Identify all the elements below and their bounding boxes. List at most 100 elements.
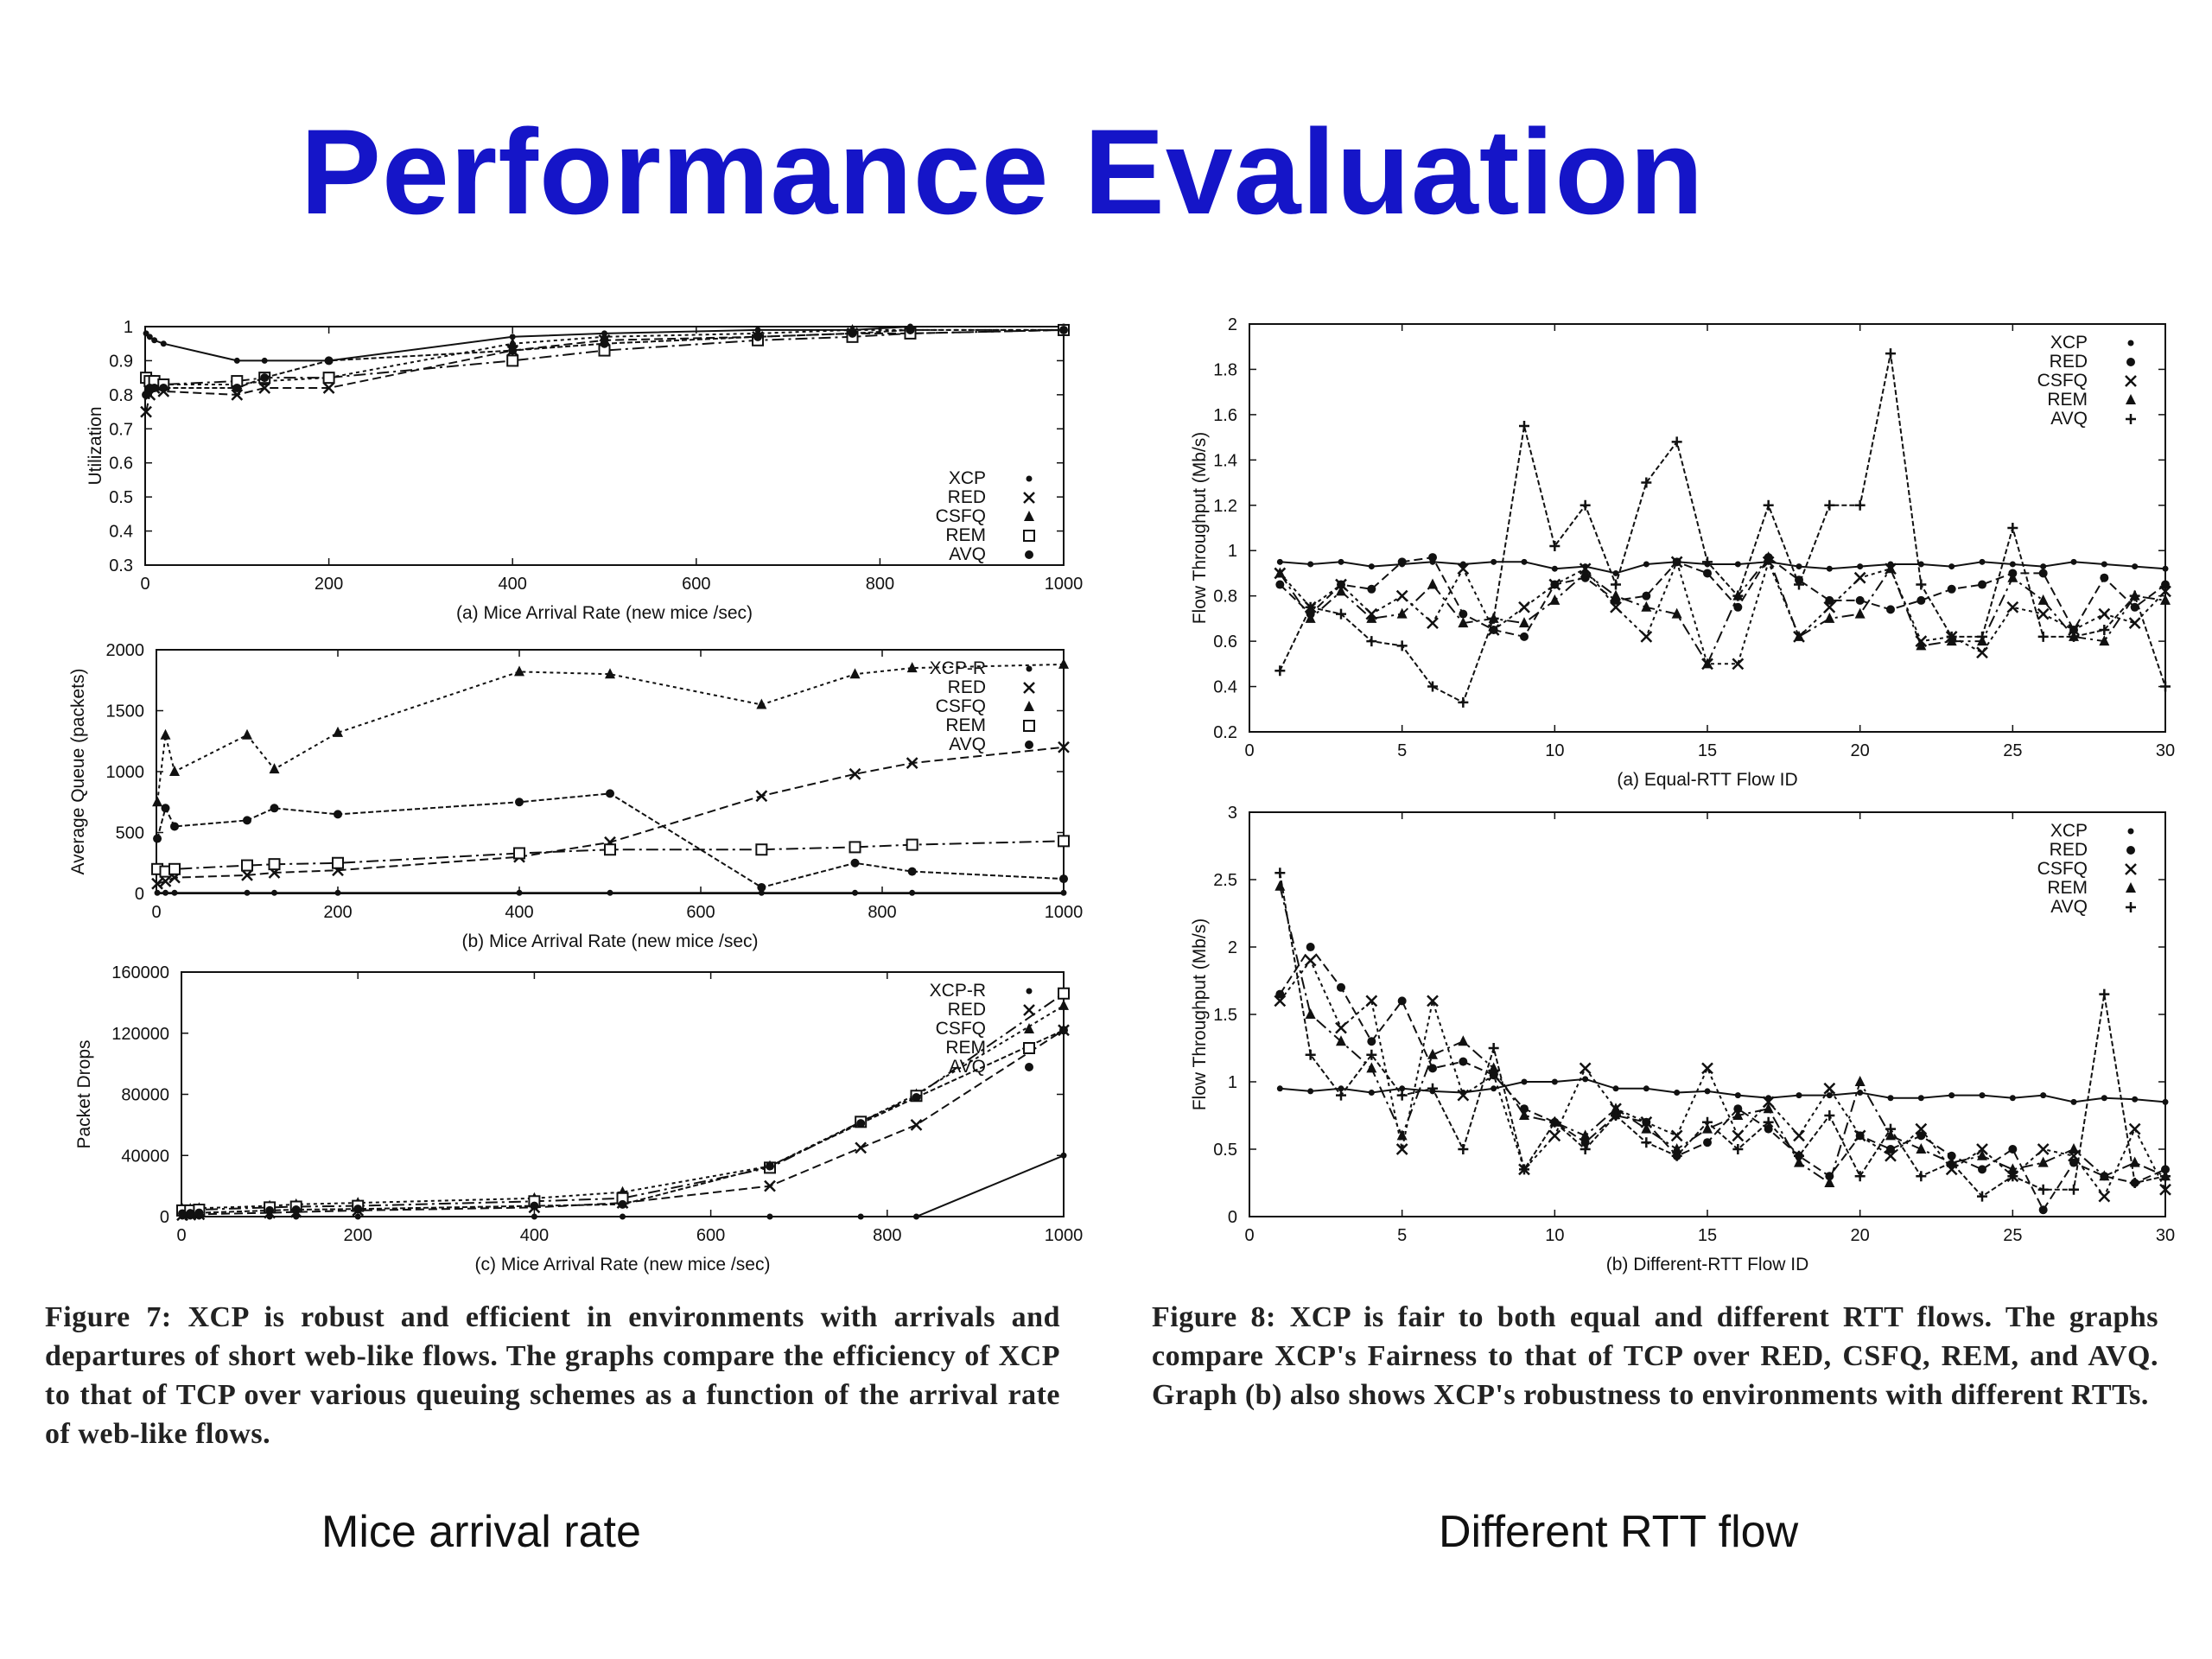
data-point (906, 757, 918, 770)
y-tick-label: 2.5 (1213, 871, 1237, 890)
series-line (1279, 556, 2166, 639)
data-point (1367, 584, 1376, 594)
data-point (1580, 567, 1591, 578)
data-point (1275, 989, 1285, 999)
legend-marker (1025, 1063, 1033, 1071)
data-point (1732, 1144, 1744, 1154)
data-point (1979, 558, 1986, 565)
x-tick-label: 30 (2156, 1226, 2175, 1245)
data-point (1458, 1035, 1469, 1046)
data-point (514, 665, 524, 677)
data-point (1763, 1103, 1774, 1114)
data-point (2160, 594, 2171, 605)
y-tick-label: 1 (1228, 1073, 1237, 1092)
y-axis-label: Average Queue (packets) (68, 669, 88, 875)
data-point (1397, 557, 1407, 567)
data-point (2160, 1171, 2171, 1182)
data-point (152, 796, 163, 807)
data-point (1395, 589, 1408, 602)
data-point (1885, 1129, 1896, 1141)
x-tick-label: 20 (1851, 1226, 1870, 1245)
data-point (261, 357, 268, 364)
data-point (1643, 1085, 1649, 1092)
data-point (1671, 607, 1682, 619)
data-point (2037, 1143, 2050, 1155)
y-tick-label: 0.8 (1213, 588, 1237, 607)
legend-marker (2126, 394, 2136, 404)
series-xcp (1276, 1076, 2169, 1105)
x-tick-label: 25 (2003, 1226, 2022, 1245)
data-point (1794, 1156, 1804, 1167)
x-tick-label: 5 (1397, 1226, 1407, 1245)
legend-label: REM (2047, 390, 2088, 410)
x-tick-label: 15 (1698, 741, 1717, 760)
data-point (168, 862, 181, 875)
data-point (1641, 477, 1652, 488)
data-point (269, 763, 280, 774)
y-axis-label: Utilization (86, 406, 105, 485)
data-point (159, 383, 168, 392)
data-point (1857, 563, 1864, 570)
data-point (1916, 595, 1926, 605)
x-tick-label: 0 (151, 903, 161, 922)
data-point (1824, 499, 1835, 511)
data-point (906, 838, 918, 851)
data-point (1826, 1092, 1833, 1099)
data-point (142, 390, 151, 399)
data-point (1642, 591, 1651, 601)
data-point (1336, 585, 1346, 596)
y-tick-label: 1.8 (1213, 360, 1237, 379)
x-tick-label: 200 (344, 1226, 372, 1245)
data-point (2037, 1156, 2049, 1167)
data-point (1274, 995, 1287, 1007)
data-point (906, 662, 918, 673)
series-red (1275, 943, 2170, 1215)
data-point (2101, 1095, 2107, 1102)
data-point (1396, 607, 1408, 619)
legend-marker (1024, 701, 1034, 711)
data-point (1733, 1104, 1743, 1114)
legend-marker (2126, 414, 2136, 424)
y-tick-label: 160000 (111, 963, 169, 982)
legend-label: AVQ (949, 1057, 986, 1077)
y-tick-label: 1500 (106, 702, 145, 721)
data-point (1488, 613, 1499, 624)
legend-marker (1025, 550, 1033, 559)
data-point (334, 810, 342, 819)
data-point (1978, 1165, 1986, 1174)
x-tick-label: 400 (505, 903, 533, 922)
data-point (1519, 1164, 1529, 1175)
data-point (291, 1205, 301, 1215)
data-point (1459, 1057, 1468, 1066)
data-point (2099, 635, 2110, 646)
y-tick-label: 500 (116, 824, 144, 843)
data-point (1823, 1082, 1836, 1095)
data-point (2070, 1098, 2077, 1105)
data-point (1947, 1151, 1956, 1160)
x-tick-label: 5 (1397, 741, 1407, 760)
data-point (151, 337, 158, 344)
data-point (1886, 605, 1895, 614)
legend-label: REM (945, 1038, 986, 1058)
data-point (1427, 617, 1439, 630)
x-tick-label: 1000 (1045, 1226, 1084, 1245)
data-point (2128, 617, 2141, 630)
data-point (1643, 561, 1649, 568)
data-point (1946, 1157, 1957, 1168)
data-point (1611, 579, 1621, 590)
data-point (160, 728, 171, 740)
data-point (1916, 1131, 1926, 1141)
data-point (149, 383, 159, 392)
y-tick-label: 0.2 (1213, 723, 1237, 742)
data-point (2098, 607, 2111, 620)
data-point (1335, 578, 1347, 591)
series-line (181, 1029, 1065, 1215)
data-point (1976, 646, 1988, 659)
data-point (1824, 612, 1835, 623)
data-point (1640, 630, 1653, 643)
data-point (1702, 1116, 1713, 1128)
data-point (1396, 1129, 1408, 1141)
data-point (1610, 601, 1622, 613)
data-point (849, 668, 861, 679)
x-tick-label: 15 (1698, 1226, 1717, 1245)
